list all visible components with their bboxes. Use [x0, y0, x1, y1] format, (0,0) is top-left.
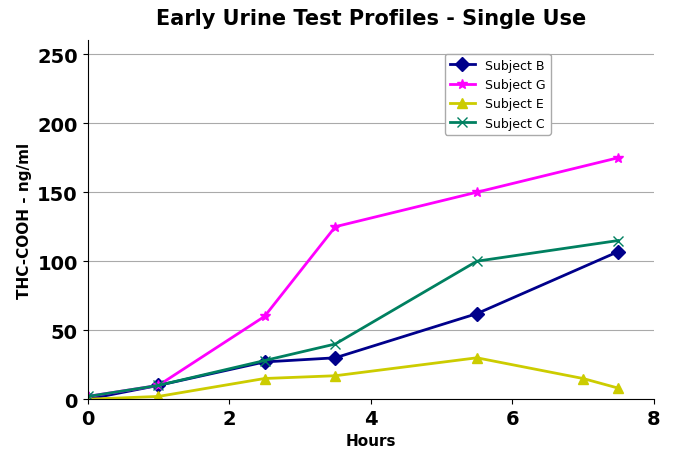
Subject B [84, 397, 92, 402]
Line: Subject E: Subject E [83, 353, 623, 404]
Subject E [615, 386, 623, 391]
Subject E [579, 376, 587, 381]
Subject C [332, 341, 339, 347]
Subject B [332, 355, 339, 361]
Line: Subject G: Subject G [83, 153, 623, 402]
Subject C [84, 394, 92, 399]
Subject C [615, 238, 623, 244]
Legend: Subject B, Subject G, Subject E, Subject C: Subject B, Subject G, Subject E, Subject… [445, 55, 551, 135]
Subject G [332, 224, 339, 230]
Subject C [473, 259, 481, 264]
X-axis label: Hours: Hours [346, 434, 396, 448]
Subject E [473, 355, 481, 361]
Subject G [473, 190, 481, 196]
Subject B [473, 311, 481, 317]
Subject B [615, 249, 623, 255]
Subject E [260, 376, 268, 381]
Line: Subject B: Subject B [83, 247, 623, 404]
Subject G [84, 394, 92, 399]
Subject G [154, 383, 162, 388]
Subject E [332, 373, 339, 379]
Subject E [84, 397, 92, 402]
Subject B [260, 359, 268, 365]
Subject B [154, 383, 162, 388]
Subject G [260, 314, 268, 319]
Subject E [154, 394, 162, 399]
Subject G [615, 156, 623, 161]
Title: Early Urine Test Profiles - Single Use: Early Urine Test Profiles - Single Use [156, 9, 586, 28]
Y-axis label: THC-COOH - ng/ml: THC-COOH - ng/ml [17, 142, 32, 298]
Line: Subject C: Subject C [83, 236, 623, 402]
Subject C [154, 383, 162, 388]
Subject C [260, 358, 268, 364]
